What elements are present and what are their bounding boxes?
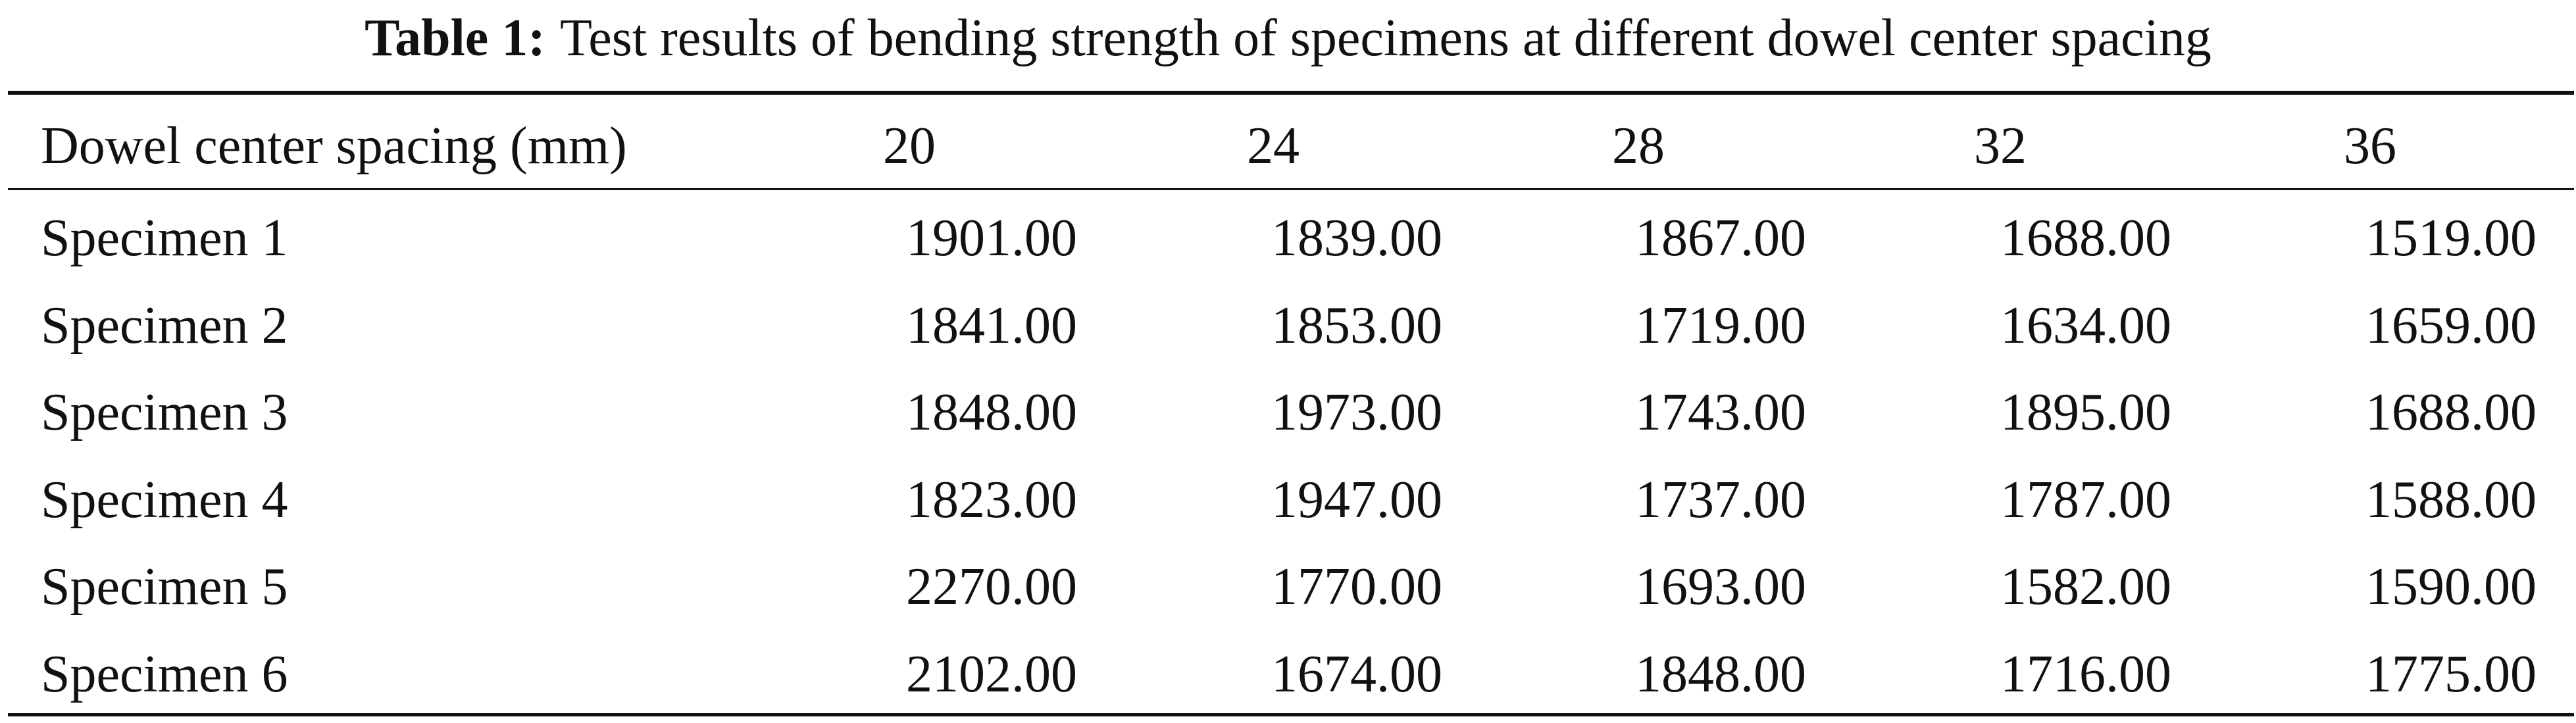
column-header: 36 <box>2344 117 2396 175</box>
column-header: 20 <box>883 117 936 175</box>
value-cell: 1947.00 <box>1271 470 1442 529</box>
row-label: Specimen 5 <box>41 558 288 616</box>
value-cell: 1901.00 <box>906 209 1077 267</box>
caption-text: Test results of bending strength of spec… <box>559 9 2211 67</box>
value-cell: 1743.00 <box>1635 384 1806 442</box>
value-cell: 1716.00 <box>2000 645 2171 703</box>
value-cell: 1841.00 <box>906 296 1077 355</box>
value-cell: 1693.00 <box>1635 558 1806 616</box>
value-cell: 1848.00 <box>1635 645 1806 703</box>
value-cell: 1839.00 <box>1271 209 1442 267</box>
row-label: Specimen 3 <box>41 384 288 442</box>
value-cell: 1659.00 <box>2365 296 2537 355</box>
value-cell: 1775.00 <box>2365 645 2537 703</box>
row-header-title: Dowel center spacing (mm) <box>41 117 627 175</box>
value-cell: 1770.00 <box>1271 558 1442 616</box>
value-cell: 1848.00 <box>906 384 1077 442</box>
row-label: Specimen 1 <box>41 209 288 267</box>
caption: Table 1: Test results of bending strength… <box>0 5 2576 71</box>
value-cell: 1787.00 <box>2000 470 2171 529</box>
row-label: Specimen 4 <box>41 470 288 529</box>
column-header: 32 <box>1974 117 2027 175</box>
caption-label: Table 1: <box>365 9 545 67</box>
value-cell: 1823.00 <box>906 470 1077 529</box>
value-cell: 1737.00 <box>1635 470 1806 529</box>
top-rule <box>8 91 2574 95</box>
value-cell: 1674.00 <box>1271 645 1442 703</box>
row-label: Specimen 6 <box>41 645 288 703</box>
value-cell: 1895.00 <box>2000 384 2171 442</box>
value-cell: 1719.00 <box>1635 296 1806 355</box>
value-cell: 2270.00 <box>906 558 1077 616</box>
value-cell: 2102.00 <box>906 645 1077 703</box>
header-rule <box>8 188 2574 190</box>
value-cell: 1867.00 <box>1635 209 1806 267</box>
value-cell: 1688.00 <box>2365 384 2537 442</box>
value-cell: 1590.00 <box>2365 558 2537 616</box>
row-label: Specimen 2 <box>41 296 288 355</box>
value-cell: 1853.00 <box>1271 296 1442 355</box>
bottom-rule <box>8 713 2574 716</box>
column-header: 28 <box>1612 117 1665 175</box>
column-header: 24 <box>1247 117 1300 175</box>
value-cell: 1634.00 <box>2000 296 2171 355</box>
value-cell: 1519.00 <box>2365 209 2537 267</box>
value-cell: 1688.00 <box>2000 209 2171 267</box>
value-cell: 1582.00 <box>2000 558 2171 616</box>
value-cell: 1973.00 <box>1271 384 1442 442</box>
value-cell: 1588.00 <box>2365 470 2537 529</box>
